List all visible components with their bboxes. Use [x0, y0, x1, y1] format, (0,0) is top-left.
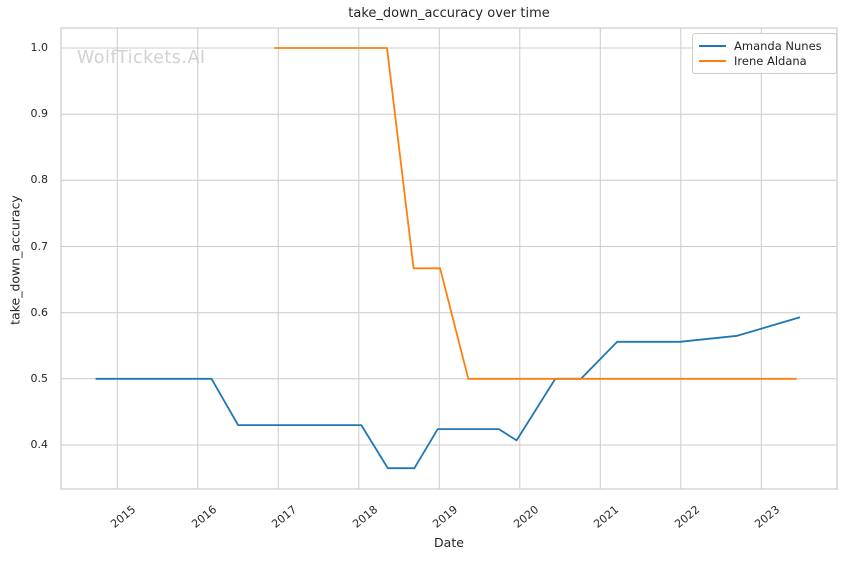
series-line-irene-aldana: [274, 47, 797, 380]
y-tick-label: 0.7: [30, 239, 49, 253]
legend-label: Irene Aldana: [734, 54, 807, 69]
y-tick-label: 1.0: [30, 41, 49, 54]
watermark: WolfTickets.AI: [77, 48, 206, 68]
legend-line-swatch-orange: [699, 60, 726, 63]
y-tick-label: 0.8: [30, 173, 49, 187]
y-tick-label: 0.5: [30, 371, 49, 385]
y-tick-label: 0.9: [30, 107, 49, 121]
y-tick-label: 0.4: [30, 438, 49, 451]
legend: Amanda Nunes Irene Aldana: [692, 33, 837, 74]
chart-title: take_down_accuracy over time: [348, 6, 550, 21]
legend-item-irene-aldana: Irene Aldana: [699, 54, 828, 70]
legend-line-swatch-blue: [699, 44, 726, 47]
legend-label: Amanda Nunes: [734, 38, 822, 53]
y-tick-label: 0.6: [30, 305, 49, 319]
plot-frame: [60, 27, 838, 490]
series-line-amanda-nunes: [95, 316, 801, 470]
x-axis-label: Date: [434, 535, 464, 550]
legend-item-amanda-nunes: Amanda Nunes: [699, 38, 828, 54]
